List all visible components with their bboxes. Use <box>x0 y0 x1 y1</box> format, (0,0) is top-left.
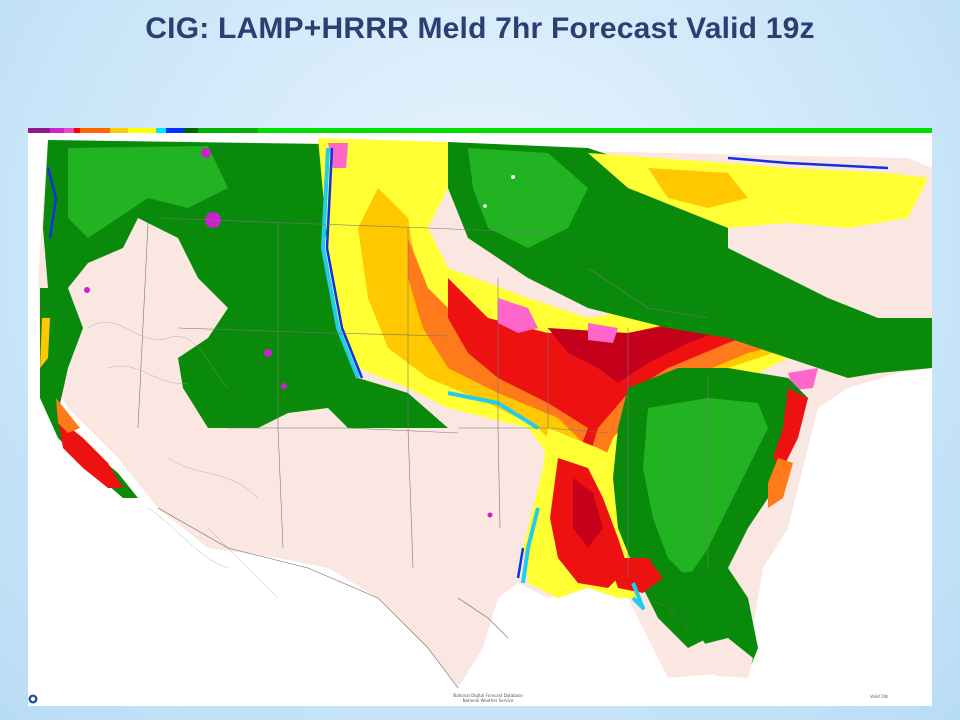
area-plains-pink-2 <box>588 323 618 343</box>
area-westcoast-red <box>58 418 123 488</box>
map-svg <box>38 138 932 689</box>
area-northwest-lightgreen <box>68 146 228 238</box>
area-greatlakes-gold <box>648 168 748 208</box>
area-southern-darkred <box>573 478 603 548</box>
ceiling-forecast-map: National Digital Forecast Database Natio… <box>28 128 932 706</box>
noaa-logo <box>28 694 38 704</box>
legend-swatch <box>128 128 156 133</box>
state-boundaries <box>137 217 709 578</box>
legend-swatch <box>28 128 50 133</box>
footer-center-line-1: National Digital Forecast Database <box>453 693 523 698</box>
legend-swatch <box>74 128 80 133</box>
legend-swatch <box>198 128 258 133</box>
footer-center: National Digital Forecast Database Natio… <box>448 693 528 703</box>
fringe-blue <box>46 147 889 579</box>
area-plains-pink-1 <box>498 298 538 333</box>
footer-center-line-2: National Weather Service <box>462 698 514 703</box>
area-southeast-lightgreen <box>643 398 768 578</box>
area-eastcoast-orange <box>768 458 793 508</box>
footer-right: Valid 19z <box>870 694 889 699</box>
area-plains-pink-4 <box>788 368 818 390</box>
legend-swatch <box>166 128 184 133</box>
area-northwest-green <box>43 140 448 428</box>
area-eastcoast-red <box>773 388 808 468</box>
legend-swatch <box>110 128 128 133</box>
legend-swatch <box>258 128 932 133</box>
area-westcoast-green <box>40 288 138 498</box>
border-outlines <box>157 507 689 689</box>
legend-swatch <box>80 128 110 133</box>
terrain-contours <box>87 322 279 599</box>
area-florida-clear <box>688 638 753 678</box>
color-legend-strip <box>28 128 932 133</box>
legend-swatch <box>184 128 198 133</box>
legend-swatch <box>156 128 166 133</box>
area-gulfcoast-red <box>608 558 663 593</box>
slide-title: CIG: LAMP+HRRR Meld 7hr Forecast Valid 1… <box>145 12 815 45</box>
station-markers <box>483 175 515 208</box>
area-northeast-lightgreen <box>468 148 588 248</box>
area-westcoast-orange <box>56 398 80 433</box>
area-westcoast-gold <box>40 318 50 368</box>
legend-swatch <box>50 128 64 133</box>
legend-swatch <box>64 128 74 133</box>
